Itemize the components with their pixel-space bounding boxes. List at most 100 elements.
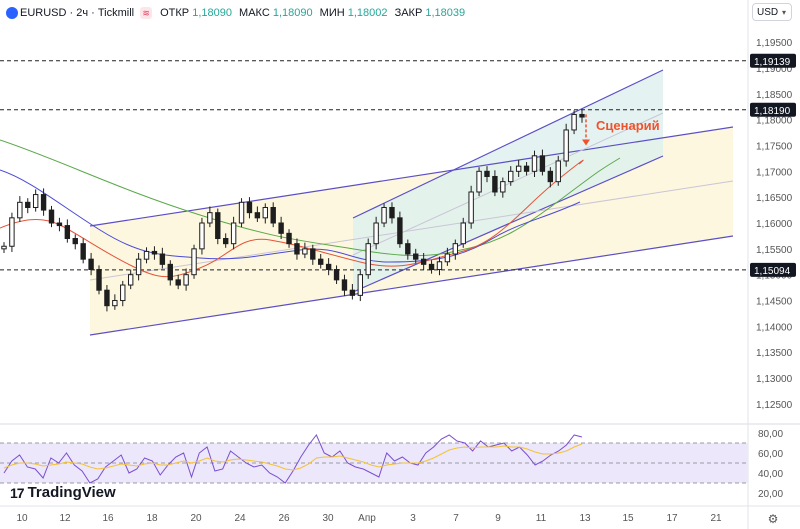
candle-body (555, 160, 561, 183)
candle-body (571, 113, 577, 131)
channel-line (89, 126, 734, 227)
candle-body (484, 170, 490, 177)
time-tick-label: 16 (102, 513, 114, 524)
rsi-tick-label: 80,00 (758, 429, 783, 440)
candle-body (56, 222, 63, 227)
candle-body (389, 206, 395, 219)
channel-midline (89, 180, 734, 281)
time-tick-label: 21 (710, 513, 722, 524)
tradingview-logo[interactable]: 17 TradingView (8, 484, 118, 501)
price-tick-label: 1,18500 (756, 90, 793, 101)
gear-icon[interactable]: ⚙ (767, 512, 779, 526)
candle-body (302, 248, 308, 255)
candle-body (25, 201, 31, 208)
candle-body (325, 263, 332, 271)
price-tick-label: 1,17000 (756, 167, 793, 178)
candle-body (318, 258, 324, 265)
candle-body (405, 243, 411, 255)
tradingview-logo-mark: 17 (10, 484, 25, 501)
time-tick-label: 9 (495, 513, 501, 524)
candle-body (468, 191, 474, 224)
time-tick-label: 11 (536, 513, 547, 524)
price-tick-label: 1,19000 (756, 64, 793, 75)
time-tick-label: 3 (410, 513, 416, 524)
candles-group (1, 109, 585, 312)
price-level-label: 1,18190 (754, 106, 791, 117)
candle-body (476, 170, 482, 193)
price-tick-label: 1,16000 (756, 219, 793, 230)
low-label: МИН (319, 7, 345, 19)
price-tick-label: 1,12500 (756, 400, 793, 411)
candle-body (48, 209, 55, 224)
ohlc-readout: ОТКР 1,18090 МАКС 1,18090 МИН 1,18002 ЗА… (160, 7, 469, 19)
symbol-label[interactable]: EURUSD · 2ч · Tickmill (20, 7, 135, 19)
candle-body (500, 181, 506, 193)
scenario-arrowhead (582, 139, 590, 146)
channel-line (352, 155, 664, 293)
time-tick-label: 13 (579, 513, 591, 524)
candle-body (460, 222, 466, 245)
candle-body (230, 222, 237, 245)
time-tick-label: Апр (358, 513, 376, 524)
candle-body (1, 245, 7, 250)
price-level-badge (750, 53, 796, 68)
close-value: 1,18039 (425, 7, 466, 19)
candle-body (127, 274, 134, 286)
candle-body (492, 175, 498, 193)
candle-body (199, 222, 205, 250)
candle-body (436, 261, 443, 271)
candle-body (341, 279, 348, 291)
price-level-label: 1,15094 (754, 266, 791, 277)
candle-body (207, 212, 213, 224)
candle-body (444, 253, 451, 263)
high-value: 1,18090 (272, 7, 313, 19)
candle-body (413, 253, 419, 260)
candle-body (286, 232, 292, 245)
candle-body (32, 194, 39, 208)
candle-body (40, 194, 47, 211)
symbol-header: EURUSD · 2ч · Tickmill ≋ ОТКР 1,18090 МА… (6, 5, 469, 21)
candle-body (159, 253, 166, 265)
moving-average-long (0, 139, 621, 257)
candle-body (17, 201, 23, 219)
rsi-tick-label: 60,00 (758, 449, 783, 460)
price-tick-label: 1,15500 (756, 245, 793, 256)
candle-body (515, 165, 522, 172)
currency-selector[interactable]: USD ▾ (752, 3, 792, 21)
high-label: МАКС (239, 7, 270, 19)
candle-body (333, 269, 340, 281)
time-tick-label: 18 (146, 513, 158, 524)
time-tick-label: 17 (666, 513, 678, 524)
price-tick-label: 1,17500 (756, 141, 793, 152)
candle-body (579, 113, 585, 118)
time-tick-label: 20 (190, 513, 202, 524)
candle-body (135, 258, 142, 276)
candle-body (104, 289, 110, 307)
candle-body (175, 279, 181, 286)
candle-body (120, 284, 126, 302)
candle-body (397, 217, 403, 245)
candle-body (508, 170, 514, 183)
candle-body (373, 222, 379, 245)
rsi-tick-label: 40,00 (758, 469, 783, 480)
price-tick-label: 1,14500 (756, 297, 793, 308)
time-tick-label: 24 (234, 513, 246, 524)
candle-body (420, 258, 427, 265)
price-tick-label: 1,13000 (756, 374, 793, 385)
time-tick-label: 26 (278, 513, 290, 524)
price-tick-label: 1,14000 (756, 322, 793, 333)
currency-label: USD (757, 7, 779, 18)
candle-body (278, 222, 284, 234)
price-level-badge (750, 262, 796, 277)
indicator-toggle-icon[interactable]: ≋ (140, 7, 153, 19)
candle-body (238, 201, 245, 224)
candle-body (254, 212, 261, 219)
time-tick-label: 10 (16, 513, 28, 524)
tradingview-logo-text: TradingView (27, 484, 116, 501)
low-value: 1,18002 (347, 7, 388, 19)
time-tick-label: 30 (322, 513, 334, 524)
candle-body (80, 243, 86, 260)
candle-body (539, 155, 546, 172)
